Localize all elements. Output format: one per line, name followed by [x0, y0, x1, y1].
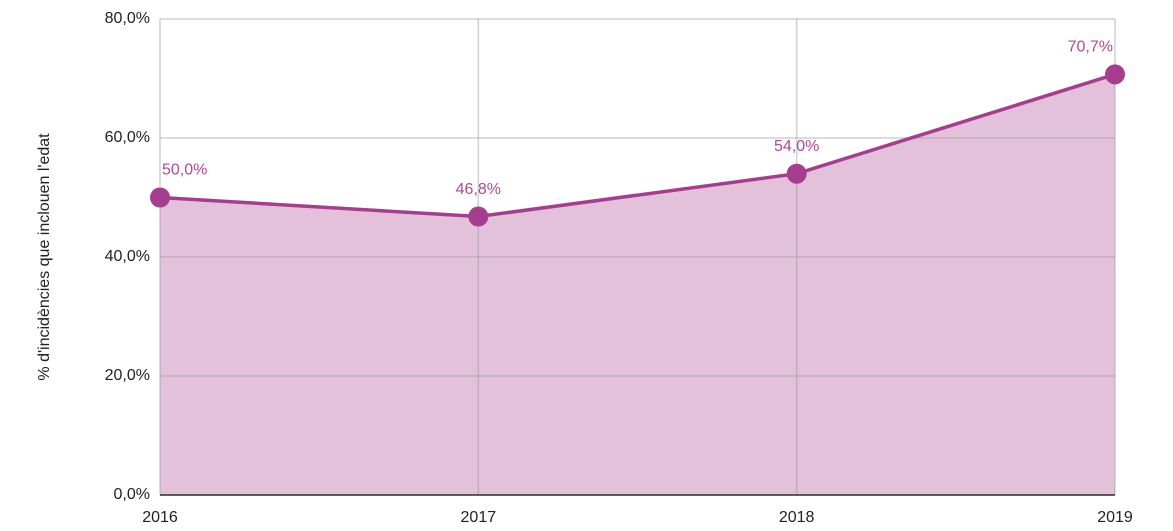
y-tick-label: 60,0% — [105, 129, 150, 146]
data-label: 70,7% — [1068, 39, 1113, 56]
y-tick-label: 0,0% — [114, 486, 150, 503]
area — [160, 74, 1115, 496]
x-tick-label: 2016 — [142, 509, 178, 526]
y-tick-label: 80,0% — [105, 10, 150, 27]
data-label: 46,8% — [456, 181, 501, 198]
line — [159, 72, 1116, 219]
x-tick-label: 2017 — [461, 509, 497, 526]
data-label: 50,0% — [162, 162, 207, 179]
x-tick-label: 2018 — [779, 509, 815, 526]
point — [150, 187, 170, 208]
data-label: 54,0% — [774, 138, 819, 155]
point — [468, 206, 489, 227]
x-tick-label: 2019 — [1097, 509, 1133, 526]
point — [786, 163, 807, 184]
y-axis-label: % d'incidències que inclouen l'edat — [36, 133, 53, 381]
y-tick-label: 20,0% — [105, 367, 150, 384]
point — [1105, 64, 1125, 85]
y-tick-label: 40,0% — [105, 248, 150, 265]
